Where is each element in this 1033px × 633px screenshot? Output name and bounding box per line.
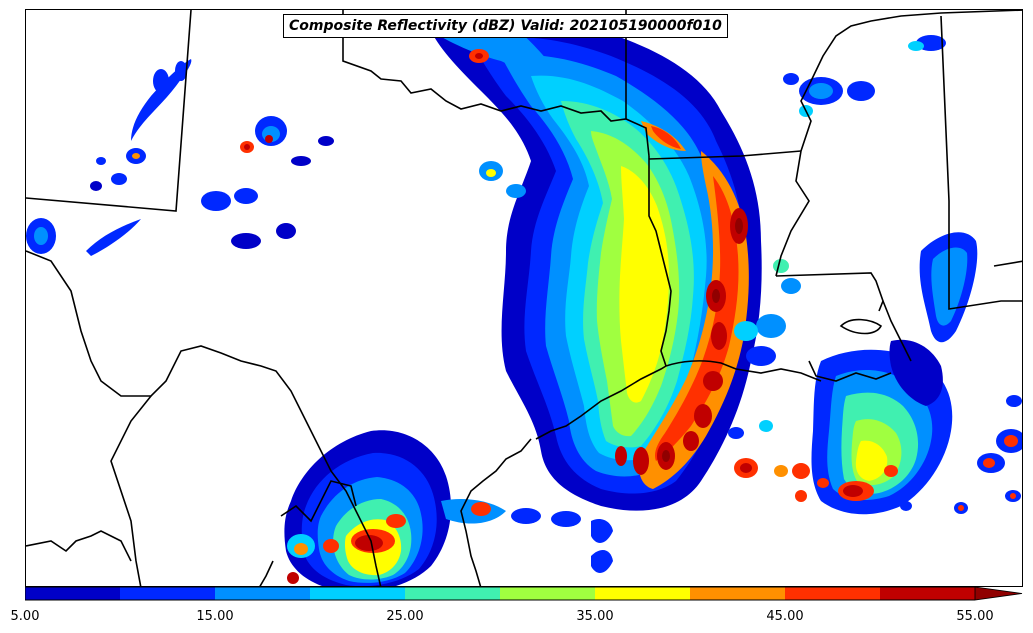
colorbar-tick-label: 35.00 bbox=[576, 609, 614, 624]
colorbar-segment bbox=[785, 587, 881, 600]
reflectivity-colorbar bbox=[25, 587, 1023, 601]
colorbar-tick-label: 15.00 bbox=[196, 609, 234, 624]
colorbar-tick-label: 45.00 bbox=[766, 609, 804, 624]
colorbar-segment bbox=[500, 587, 596, 600]
reflectivity-map bbox=[26, 10, 1022, 586]
colorbar-segment bbox=[595, 587, 691, 600]
colorbar-tick-label: 55.00 bbox=[956, 609, 994, 624]
colorbar-segment bbox=[120, 587, 216, 600]
storm-band-main bbox=[431, 14, 762, 511]
colorbar-segment bbox=[310, 587, 406, 600]
map-panel bbox=[25, 9, 1023, 587]
colorbar-outline bbox=[25, 587, 975, 601]
colorbar-segment bbox=[690, 587, 786, 600]
colorbar-segment bbox=[25, 587, 121, 600]
colorbar-segment bbox=[880, 587, 976, 600]
storm-cluster-southwest bbox=[284, 430, 613, 586]
boundary-lines bbox=[26, 10, 1022, 586]
storm-cluster-east bbox=[734, 232, 978, 515]
storm-cells-southeast bbox=[728, 395, 1022, 514]
colorbar-tick-label: 25.00 bbox=[386, 609, 424, 624]
storm-cells-northeast bbox=[783, 35, 946, 117]
colorbar-segment bbox=[405, 587, 501, 600]
colorbar-extend-arrow bbox=[974, 587, 1023, 601]
colorbar-tick-label: 5.00 bbox=[10, 609, 40, 624]
colorbar-segment bbox=[215, 587, 311, 600]
storm-cells-west bbox=[26, 59, 526, 256]
map-title: Composite Reflectivity (dBZ) Valid: 2021… bbox=[283, 14, 728, 38]
